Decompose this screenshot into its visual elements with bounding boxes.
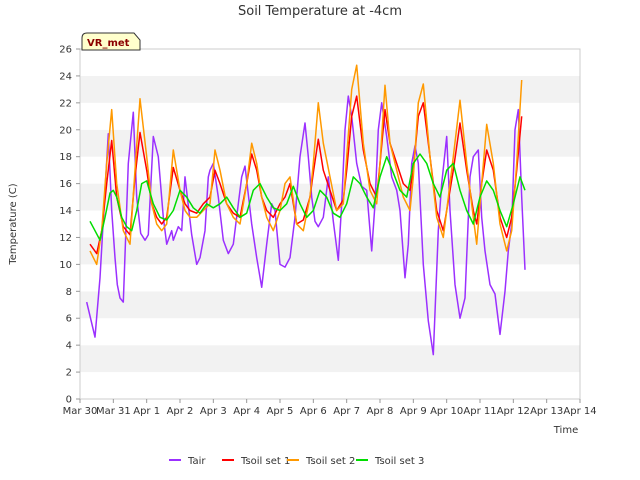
plot-area bbox=[79, 48, 581, 400]
grid-band bbox=[80, 345, 580, 373]
grid-band bbox=[80, 49, 580, 76]
x-tick-label: Apr 6 bbox=[300, 406, 327, 417]
station-badge: VR_met bbox=[81, 32, 141, 51]
y-tick-label: 22 bbox=[59, 98, 72, 109]
x-tick-label: Apr 1 bbox=[133, 406, 160, 417]
y-tick-label: 4 bbox=[66, 341, 72, 352]
x-tick-label: Apr 3 bbox=[200, 406, 227, 417]
series-line-tsoil-set-2 bbox=[89, 64, 523, 266]
legend: Tair Tsoil set 1 Tsoil set 2 Tsoil set 3 bbox=[169, 456, 424, 467]
y-tick-label: 18 bbox=[59, 152, 72, 163]
x-tick-label: Apr 2 bbox=[167, 406, 194, 417]
grid-band bbox=[80, 237, 580, 265]
x-tick-label: Apr 12 bbox=[497, 406, 530, 417]
x-tick-label: Apr 14 bbox=[563, 406, 596, 417]
y-tick-label: 24 bbox=[59, 71, 72, 82]
y-tick-label: 26 bbox=[59, 45, 72, 56]
series-layer bbox=[85, 64, 526, 356]
x-axis-label: Time bbox=[553, 425, 578, 436]
y-tick-label: 0 bbox=[66, 395, 72, 406]
y-tick-label: 12 bbox=[59, 233, 72, 244]
x-tick-label: Mar 30 bbox=[63, 406, 98, 417]
x-tick-label: Apr 4 bbox=[233, 406, 260, 417]
station-badge-label: VR_met bbox=[87, 38, 130, 49]
legend-label-tair: Tair bbox=[187, 456, 206, 467]
y-tick-label: 14 bbox=[59, 206, 72, 217]
plot-border bbox=[79, 48, 581, 400]
x-tick-label: Apr 13 bbox=[530, 406, 563, 417]
y-tick-label: 16 bbox=[59, 179, 72, 190]
x-tick-label: Apr 5 bbox=[267, 406, 294, 417]
x-tick-label: Apr 8 bbox=[367, 406, 394, 417]
y-tick-label: 10 bbox=[59, 260, 72, 271]
chart-title: Soil Temperature at -4cm bbox=[238, 4, 402, 19]
grid-band bbox=[80, 102, 580, 130]
series-line-tair bbox=[85, 95, 526, 356]
grid-band bbox=[80, 129, 580, 157]
y-axis-label: Temperature (C) bbox=[8, 183, 19, 265]
grid-band bbox=[80, 264, 580, 292]
grid-band bbox=[80, 75, 580, 103]
legend-label-tsoil-set-2: Tsoil set 2 bbox=[305, 456, 355, 467]
y-tick-label: 20 bbox=[59, 125, 72, 136]
legend-label-tsoil-set-1: Tsoil set 1 bbox=[240, 456, 290, 467]
y-tick-label: 8 bbox=[66, 287, 72, 298]
legend-label-tsoil-set-3: Tsoil set 3 bbox=[374, 456, 424, 467]
x-tick-label: Mar 31 bbox=[96, 406, 131, 417]
y-tick-label: 2 bbox=[66, 368, 72, 379]
x-tick-label: Apr 11 bbox=[463, 406, 496, 417]
grid-band bbox=[80, 372, 580, 399]
series-line-tsoil-set-3 bbox=[89, 153, 526, 241]
x-tick-label: Apr 7 bbox=[333, 406, 360, 417]
grid-band bbox=[80, 318, 580, 346]
x-tick-label: Apr 9 bbox=[400, 406, 427, 417]
y-tick-label: 6 bbox=[66, 314, 72, 325]
x-tick-label: Apr 10 bbox=[430, 406, 463, 417]
